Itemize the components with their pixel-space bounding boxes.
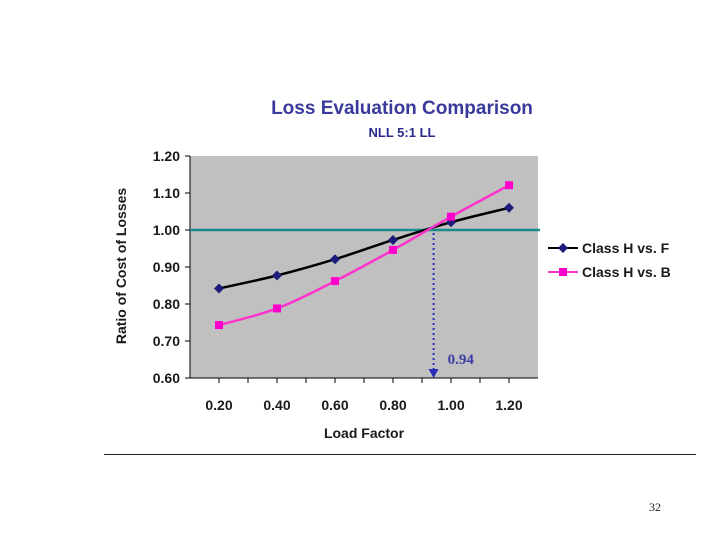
x-axis-ticks: 0.20 0.40 0.60 0.80 1.00 1.20 — [205, 378, 523, 413]
x-axis-label: Load Factor — [324, 425, 405, 441]
page-number: 32 — [649, 500, 661, 514]
series-layer — [214, 181, 514, 330]
y-tick-label: 1.00 — [153, 222, 180, 238]
annotation-label: 0.94 — [448, 352, 475, 368]
y-tick-label: 0.70 — [153, 333, 180, 349]
legend-label-2: Class H vs. B — [582, 264, 671, 280]
x-tick-label: 1.00 — [437, 397, 464, 413]
data-point-square — [389, 245, 397, 254]
legend-marker-square — [559, 268, 567, 276]
data-point-diamond — [214, 283, 224, 294]
y-tick-label: 1.10 — [153, 185, 180, 201]
series-line-1 — [218, 206, 510, 290]
data-point-diamond — [388, 234, 398, 245]
y-axis-label: Ratio of Cost of Losses — [113, 188, 129, 345]
y-tick-label: 1.20 — [153, 148, 180, 164]
x-tick-label: 0.40 — [263, 397, 290, 413]
x-tick-label: 0.60 — [321, 397, 348, 413]
data-point-diamond — [504, 202, 514, 213]
data-point-square — [273, 304, 281, 313]
x-tick-label: 0.80 — [379, 397, 406, 413]
annotation-arrow-icon — [428, 369, 439, 378]
data-point-square — [331, 277, 339, 286]
legend-marker-diamond — [558, 243, 568, 253]
x-tick-label: 1.20 — [495, 397, 522, 413]
bottom-divider — [104, 454, 696, 455]
data-point-diamond — [330, 254, 340, 265]
legend-label-1: Class H vs. F — [582, 240, 670, 256]
data-point-diamond — [272, 270, 282, 281]
chart-title: Loss Evaluation Comparison — [271, 98, 533, 119]
y-axis-ticks: 0.60 0.70 0.80 0.90 1.00 1.10 1.20 — [153, 148, 190, 386]
y-tick-label: 0.80 — [153, 296, 180, 312]
data-point-square — [215, 321, 223, 330]
y-tick-label: 0.60 — [153, 370, 180, 386]
legend: Class H vs. F Class H vs. B — [548, 240, 671, 280]
data-point-square — [505, 181, 513, 190]
x-tick-label: 0.20 — [205, 397, 232, 413]
chart-subtitle: NLL 5:1 LL — [369, 125, 436, 140]
y-tick-label: 0.90 — [153, 259, 180, 275]
data-point-square — [447, 212, 455, 221]
